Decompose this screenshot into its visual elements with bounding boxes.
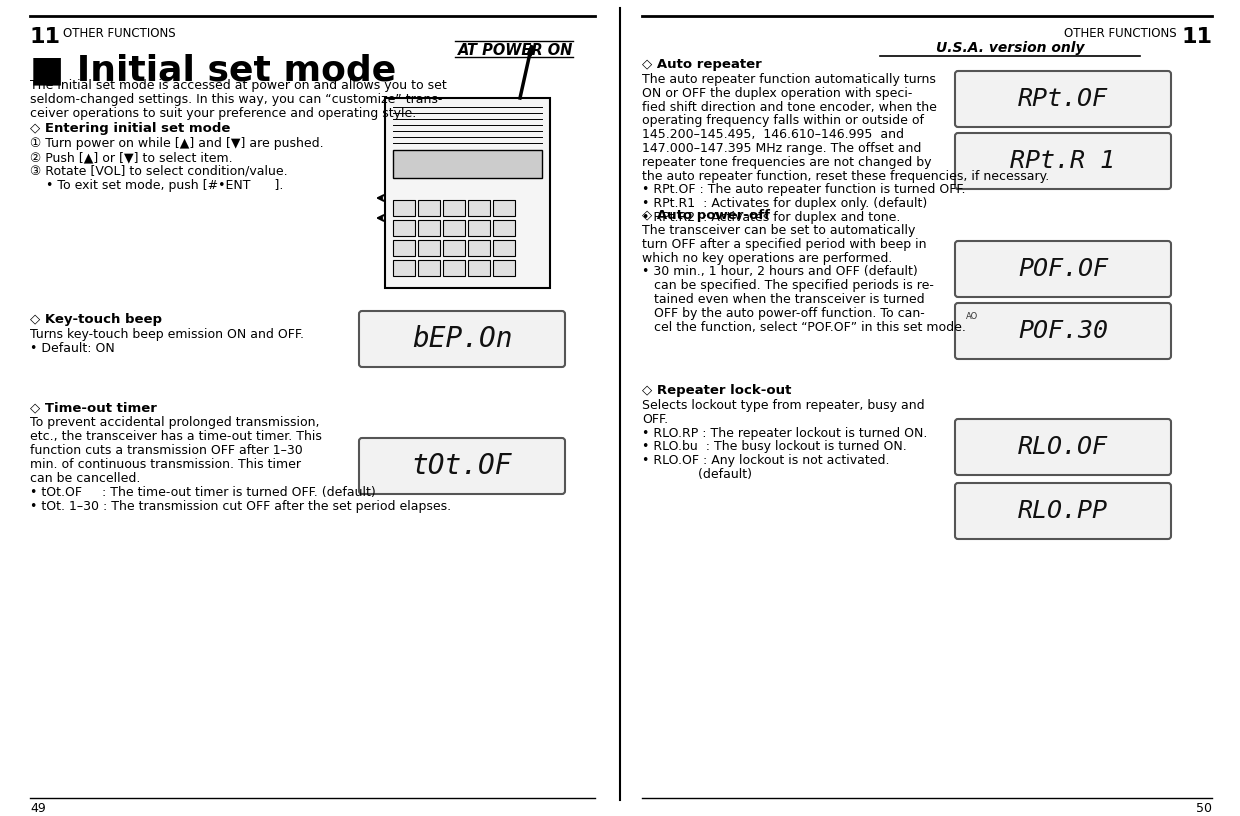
Bar: [443, 200, 465, 216]
Text: • RPt.R2  : Activates for duplex and tone.: • RPt.R2 : Activates for duplex and tone…: [642, 211, 900, 224]
Text: Selects lockout type from repeater, busy and: Selects lockout type from repeater, busy…: [642, 399, 925, 412]
Text: turn OFF after a specified period with beep in: turn OFF after a specified period with b…: [642, 237, 926, 251]
Text: bEP.On: bEP.On: [412, 325, 512, 353]
Text: • RLO.OF : Any lockout is not activated.: • RLO.OF : Any lockout is not activated.: [642, 455, 889, 468]
FancyBboxPatch shape: [955, 483, 1171, 539]
Text: tOt.OF: tOt.OF: [412, 452, 512, 480]
FancyBboxPatch shape: [955, 303, 1171, 359]
Text: U.S.A. version only: U.S.A. version only: [936, 41, 1084, 55]
Bar: [494, 260, 515, 276]
Text: ② Push [▲] or [▼] to select item.: ② Push [▲] or [▼] to select item.: [30, 151, 233, 164]
Text: ◇ Auto repeater: ◇ Auto repeater: [642, 58, 761, 71]
Text: OTHER FUNCTIONS: OTHER FUNCTIONS: [63, 27, 176, 40]
Text: POF.OF: POF.OF: [1018, 257, 1109, 281]
Text: 49: 49: [30, 802, 46, 815]
Text: operating frequency falls within or outside of: operating frequency falls within or outs…: [642, 114, 924, 127]
Text: (default): (default): [642, 468, 751, 481]
Text: etc., the transceiver has a time-out timer. This: etc., the transceiver has a time-out tim…: [30, 430, 322, 443]
Bar: [393, 150, 542, 178]
Text: • tOt. 1–30 : The transmission cut OFF after the set period elapses.: • tOt. 1–30 : The transmission cut OFF a…: [30, 500, 451, 513]
Bar: [443, 220, 465, 236]
Bar: [467, 220, 490, 236]
Text: The initial set mode is accessed at power on and allows you to set: The initial set mode is accessed at powe…: [30, 79, 446, 92]
Bar: [418, 200, 440, 216]
Text: ◇ Time-out timer: ◇ Time-out timer: [30, 401, 157, 414]
Text: can be cancelled.: can be cancelled.: [30, 472, 140, 485]
Bar: [467, 260, 490, 276]
FancyBboxPatch shape: [955, 71, 1171, 127]
Text: • RPt.OF : The auto repeater function is turned OFF.: • RPt.OF : The auto repeater function is…: [642, 184, 966, 197]
Bar: [393, 240, 415, 256]
Bar: [393, 260, 415, 276]
Text: can be specified. The specified periods is re-: can be specified. The specified periods …: [642, 279, 934, 292]
FancyBboxPatch shape: [360, 311, 565, 367]
Text: tained even when the transceiver is turned: tained even when the transceiver is turn…: [642, 293, 925, 306]
Text: • RLO.bu  : The busy lockout is turned ON.: • RLO.bu : The busy lockout is turned ON…: [642, 441, 906, 454]
Text: • RLO.RP : The repeater lockout is turned ON.: • RLO.RP : The repeater lockout is turne…: [642, 427, 928, 440]
Bar: [494, 200, 515, 216]
Text: OFF.: OFF.: [642, 413, 668, 426]
FancyBboxPatch shape: [955, 419, 1171, 475]
Bar: [443, 240, 465, 256]
Text: ③ Rotate [VOL] to select condition/value.: ③ Rotate [VOL] to select condition/value…: [30, 165, 288, 178]
Bar: [443, 260, 465, 276]
Text: • RPt.R1  : Activates for duplex only. (default): • RPt.R1 : Activates for duplex only. (d…: [642, 197, 928, 211]
Text: • 30 min., 1 hour, 2 hours and OFF (default): • 30 min., 1 hour, 2 hours and OFF (defa…: [642, 265, 918, 278]
Bar: [418, 260, 440, 276]
Bar: [393, 220, 415, 236]
Bar: [467, 200, 490, 216]
Text: 11: 11: [30, 27, 61, 47]
Text: OTHER FUNCTIONS: OTHER FUNCTIONS: [1064, 27, 1177, 40]
Text: • Default: ON: • Default: ON: [30, 342, 115, 355]
Text: ◇ Auto power-off: ◇ Auto power-off: [642, 209, 770, 222]
Text: RLO.PP: RLO.PP: [1018, 499, 1109, 523]
Text: the auto repeater function, reset these frequencies, if necessary.: the auto repeater function, reset these …: [642, 170, 1049, 183]
Text: function cuts a transmission OFF after 1–30: function cuts a transmission OFF after 1…: [30, 444, 303, 457]
Text: repeater tone frequencies are not changed by: repeater tone frequencies are not change…: [642, 156, 931, 169]
Text: AT POWER ON: AT POWER ON: [458, 43, 573, 58]
Bar: [494, 240, 515, 256]
Text: ceiver operations to suit your preference and operating style.: ceiver operations to suit your preferenc…: [30, 107, 417, 120]
Text: which no key operations are performed.: which no key operations are performed.: [642, 251, 893, 264]
Text: POF.30: POF.30: [1018, 319, 1109, 343]
Bar: [467, 240, 490, 256]
Text: 11: 11: [1180, 27, 1211, 47]
Text: cel the function, select “POF.OF” in this set mode.: cel the function, select “POF.OF” in thi…: [642, 321, 966, 334]
Text: RLO.OF: RLO.OF: [1018, 435, 1109, 459]
Text: RPt.OF: RPt.OF: [1018, 87, 1109, 111]
Bar: [418, 240, 440, 256]
Text: • tOt.OF     : The time-out timer is turned OFF. (default): • tOt.OF : The time-out timer is turned …: [30, 486, 376, 499]
FancyBboxPatch shape: [360, 438, 565, 494]
Bar: [393, 200, 415, 216]
Bar: [384, 98, 551, 288]
Text: 50: 50: [1197, 802, 1211, 815]
Text: ◇ Entering initial set mode: ◇ Entering initial set mode: [30, 122, 231, 135]
Text: AO: AO: [966, 312, 978, 321]
FancyBboxPatch shape: [955, 241, 1171, 297]
Text: • To exit set mode, push [#•ENT      ].: • To exit set mode, push [#•ENT ].: [30, 179, 284, 192]
Text: 147.000–147.395 MHz range. The offset and: 147.000–147.395 MHz range. The offset an…: [642, 142, 921, 155]
Text: 145.200–145.495,  146.610–146.995  and: 145.200–145.495, 146.610–146.995 and: [642, 128, 904, 141]
Text: To prevent accidental prolonged transmission,: To prevent accidental prolonged transmis…: [30, 416, 320, 429]
Text: min. of continuous transmission. This timer: min. of continuous transmission. This ti…: [30, 458, 301, 471]
Text: Turns key-touch beep emission ON and OFF.: Turns key-touch beep emission ON and OFF…: [30, 328, 304, 341]
FancyBboxPatch shape: [955, 133, 1171, 189]
Text: The transceiver can be set to automatically: The transceiver can be set to automatica…: [642, 224, 915, 237]
Text: The auto repeater function automatically turns: The auto repeater function automatically…: [642, 73, 936, 86]
Bar: [418, 220, 440, 236]
Text: ◇ Repeater lock-out: ◇ Repeater lock-out: [642, 384, 791, 397]
Text: fied shift direction and tone encoder, when the: fied shift direction and tone encoder, w…: [642, 100, 937, 113]
Text: ◇ Key-touch beep: ◇ Key-touch beep: [30, 313, 162, 326]
Text: ON or OFF the duplex operation with speci-: ON or OFF the duplex operation with spec…: [642, 86, 913, 100]
Bar: [494, 220, 515, 236]
Text: seldom-changed settings. In this way, you can “customize” trans-: seldom-changed settings. In this way, yo…: [30, 93, 443, 106]
Text: ① Turn power on while [▲] and [▼] are pushed.: ① Turn power on while [▲] and [▼] are pu…: [30, 137, 324, 150]
Text: OFF by the auto power-off function. To can-: OFF by the auto power-off function. To c…: [642, 307, 925, 320]
Text: ■ Initial set mode: ■ Initial set mode: [30, 53, 397, 87]
Text: RPt.R 1: RPt.R 1: [1011, 149, 1116, 173]
